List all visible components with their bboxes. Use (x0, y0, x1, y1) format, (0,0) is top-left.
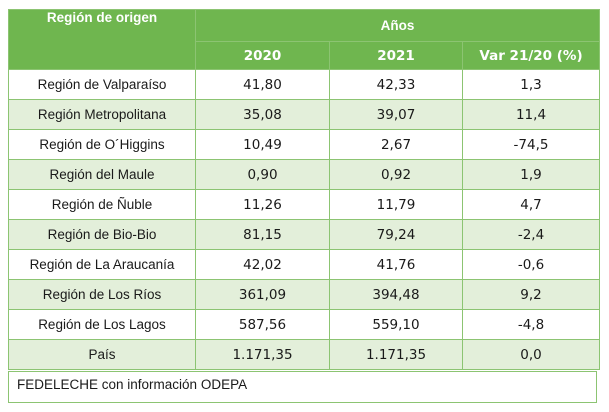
header-region: Región de origen (8, 9, 196, 70)
variation-cell: 1,9 (461, 159, 601, 190)
table-row: Región de Valparaíso 41,80 42,33 1,3 (8, 69, 601, 100)
value-2021-cell: 41,76 (329, 249, 463, 280)
value-2021-cell: 0,92 (329, 159, 463, 190)
region-cell: Región Metropolitana (8, 99, 196, 130)
value-2021-cell: 11,79 (329, 189, 463, 220)
value-2020-cell: 41,80 (195, 69, 330, 100)
variation-cell: -0,6 (461, 249, 601, 280)
value-2021-cell: 559,10 (329, 309, 463, 340)
region-cell: Región de La Araucanía (8, 249, 196, 280)
table-header: Región de origen Años 2020 2021 Var 21/2… (8, 9, 601, 70)
variation-cell: 11,4 (461, 99, 601, 130)
value-2021-cell: 1.171,35 (329, 339, 463, 370)
value-2021-cell: 394,48 (329, 279, 463, 310)
value-2020-cell: 11,26 (195, 189, 330, 220)
region-cell: Región de Bio-Bio (8, 219, 196, 250)
header-years: Años (194, 9, 601, 42)
table-row: Región Metropolitana 35,08 39,07 11,4 (8, 99, 601, 130)
value-2020-cell: 42,02 (195, 249, 330, 280)
region-cell: Región de Valparaíso (8, 69, 196, 100)
variation-cell: 9,2 (461, 279, 601, 310)
header-2021: 2021 (329, 41, 463, 70)
value-2021-cell: 79,24 (329, 219, 463, 250)
value-2021-cell: 2,67 (329, 129, 463, 160)
table-row: Región de O´Higgins 10,49 2,67 -74,5 (8, 129, 601, 160)
region-cell: Región de Los Ríos (8, 279, 196, 310)
value-2021-cell: 42,33 (329, 69, 463, 100)
region-cell: País (8, 339, 196, 370)
region-cell: Región de O´Higgins (8, 129, 196, 160)
table-row: Región de Ñuble 11,26 11,79 4,7 (8, 189, 601, 220)
table-body: Región de Valparaíso 41,80 42,33 1,3 Región … (8, 69, 601, 370)
table-row: Región de Los Lagos 587,56 559,10 -4,8 (8, 309, 601, 340)
value-2021-cell: 39,07 (329, 99, 463, 130)
source-note: FEDELECHE con información ODEPA (8, 371, 597, 403)
region-cell: Región de Ñuble (8, 189, 196, 220)
variation-cell: 4,7 (461, 189, 601, 220)
header-var: Var 21/20 (%) (461, 41, 601, 70)
region-cell: Región de Los Lagos (8, 309, 196, 340)
header-2020: 2020 (195, 41, 330, 70)
value-2020-cell: 81,15 (195, 219, 330, 250)
table-row: Región del Maule 0,90 0,92 1,9 (8, 159, 601, 190)
value-2020-cell: 0,90 (195, 159, 330, 190)
variation-cell: -2,4 (461, 219, 601, 250)
variation-cell: 0,0 (461, 339, 601, 370)
value-2020-cell: 587,56 (195, 309, 330, 340)
table-row: Región de Bio-Bio 81,15 79,24 -2,4 (8, 219, 601, 250)
table-row: País 1.171,35 1.171,35 0,0 (8, 339, 601, 370)
value-2020-cell: 361,09 (195, 279, 330, 310)
variation-cell: -4,8 (461, 309, 601, 340)
data-table: Región de origen Años 2020 2021 Var 21/2… (8, 9, 601, 370)
table-row: Región de La Araucanía 42,02 41,76 -0,6 (8, 249, 601, 280)
value-2020-cell: 10,49 (195, 129, 330, 160)
variation-cell: 1,3 (461, 69, 601, 100)
value-2020-cell: 35,08 (195, 99, 330, 130)
region-cell: Región del Maule (8, 159, 196, 190)
variation-cell: -74,5 (461, 129, 601, 160)
value-2020-cell: 1.171,35 (195, 339, 330, 370)
table-row: Región de Los Ríos 361,09 394,48 9,2 (8, 279, 601, 310)
